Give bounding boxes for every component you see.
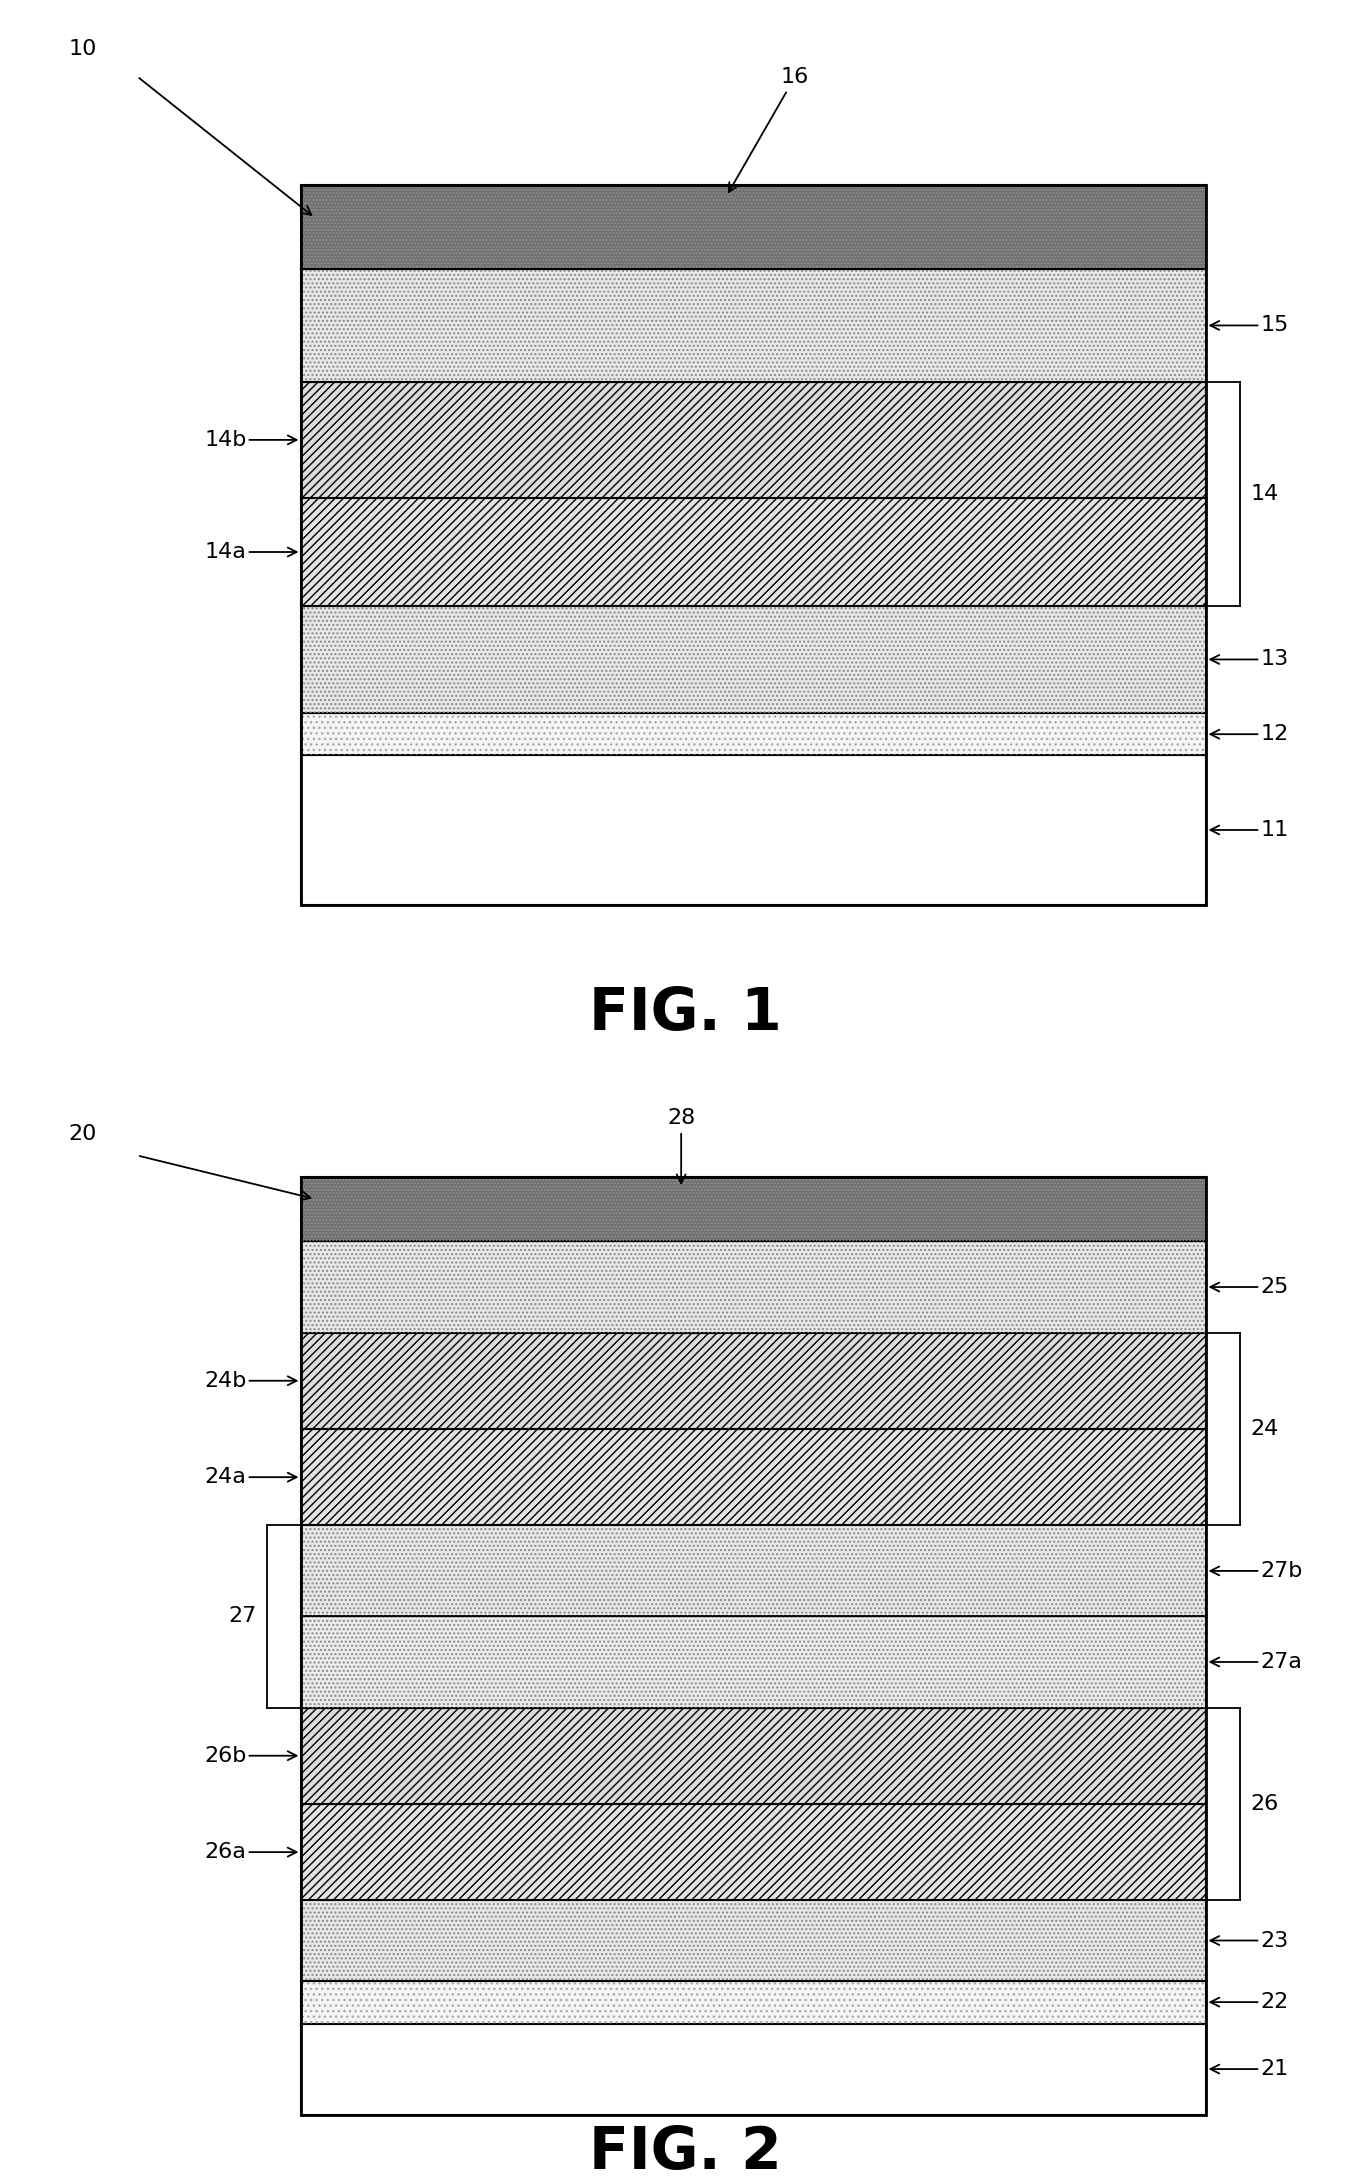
Bar bbox=[301, 1177, 1206, 2115]
Bar bbox=[301, 1526, 1206, 1615]
Bar bbox=[301, 606, 1206, 713]
Text: 14a: 14a bbox=[204, 543, 296, 562]
Bar bbox=[301, 1615, 1206, 1707]
Text: 13: 13 bbox=[1211, 650, 1289, 669]
Text: 12: 12 bbox=[1211, 724, 1289, 743]
Bar bbox=[301, 1240, 1206, 1332]
Text: 16: 16 bbox=[729, 68, 810, 192]
Bar bbox=[301, 270, 1206, 382]
Text: 27b: 27b bbox=[1211, 1561, 1303, 1580]
Text: 22: 22 bbox=[1211, 1993, 1289, 2012]
Bar bbox=[301, 1982, 1206, 2023]
Text: 24a: 24a bbox=[204, 1467, 296, 1487]
Bar bbox=[301, 1707, 1206, 1803]
Bar bbox=[301, 1615, 1206, 1707]
Text: 27a: 27a bbox=[1211, 1652, 1303, 1672]
Text: 15: 15 bbox=[1211, 316, 1289, 336]
Bar bbox=[301, 1240, 1206, 1332]
Bar bbox=[301, 1526, 1206, 1615]
Bar bbox=[301, 713, 1206, 754]
Bar bbox=[301, 2023, 1206, 2115]
Bar bbox=[301, 499, 1206, 606]
Text: 20: 20 bbox=[68, 1123, 97, 1144]
Text: FIG. 2: FIG. 2 bbox=[589, 2123, 781, 2180]
Bar bbox=[301, 1901, 1206, 1982]
Text: 11: 11 bbox=[1211, 820, 1289, 839]
Bar bbox=[301, 185, 1206, 905]
Bar bbox=[301, 270, 1206, 382]
Bar bbox=[301, 185, 1206, 270]
Bar bbox=[301, 1177, 1206, 1240]
Text: 28: 28 bbox=[667, 1107, 696, 1184]
Text: 25: 25 bbox=[1211, 1277, 1289, 1297]
Text: 26b: 26b bbox=[204, 1746, 296, 1766]
Text: 24b: 24b bbox=[204, 1371, 296, 1391]
Bar bbox=[301, 1901, 1206, 1982]
Bar bbox=[301, 1803, 1206, 1901]
Text: 10: 10 bbox=[68, 39, 97, 59]
Bar bbox=[301, 1177, 1206, 1240]
Bar bbox=[301, 382, 1206, 499]
Bar bbox=[301, 1982, 1206, 2023]
Bar bbox=[301, 606, 1206, 713]
Bar bbox=[301, 713, 1206, 754]
Text: 26a: 26a bbox=[204, 1842, 296, 1862]
Bar bbox=[301, 1428, 1206, 1526]
Text: 21: 21 bbox=[1211, 2060, 1289, 2080]
Text: 14: 14 bbox=[1251, 484, 1280, 504]
Text: 27: 27 bbox=[227, 1607, 256, 1626]
Text: 24: 24 bbox=[1251, 1419, 1280, 1439]
Text: 14b: 14b bbox=[204, 429, 296, 449]
Bar bbox=[301, 754, 1206, 905]
Text: FIG. 1: FIG. 1 bbox=[589, 985, 781, 1042]
Text: 26: 26 bbox=[1251, 1794, 1280, 1814]
Bar bbox=[301, 1332, 1206, 1428]
Bar bbox=[301, 185, 1206, 270]
Text: 23: 23 bbox=[1211, 1931, 1289, 1951]
